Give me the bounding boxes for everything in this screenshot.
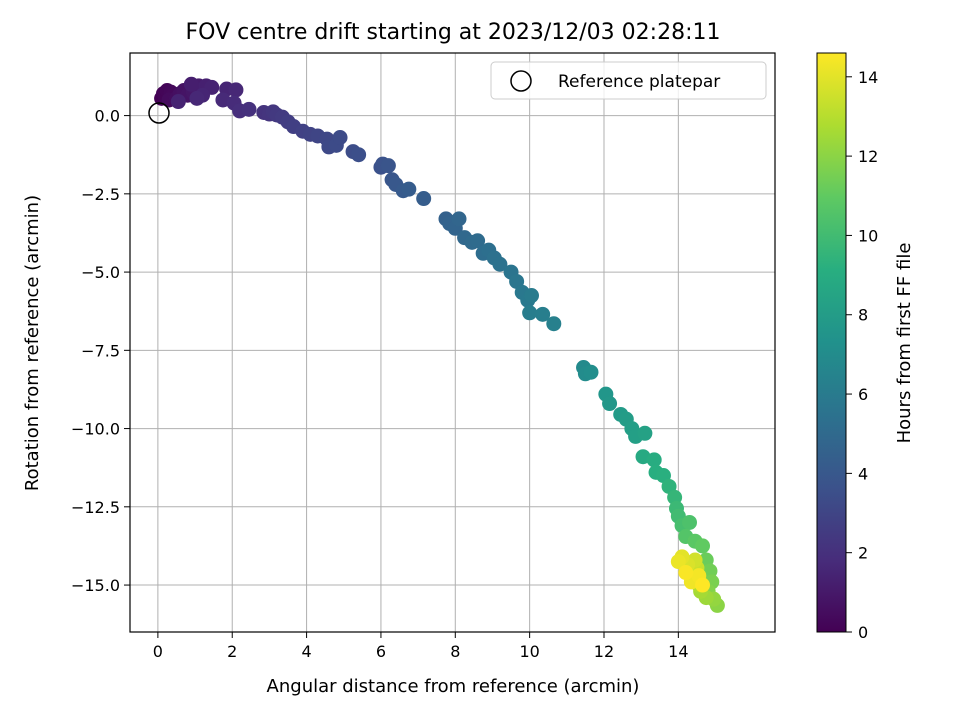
x-tick-label: 8 [450, 642, 460, 661]
data-point [351, 147, 367, 163]
colorbar: 0 2 4 6 8 10 12 14 Hours from first FF file [816, 52, 915, 642]
data-point [241, 101, 257, 117]
data-point [695, 538, 711, 554]
data-point [183, 76, 199, 92]
data-point [602, 396, 618, 412]
data-point [646, 452, 662, 468]
x-tick-label: 0 [153, 642, 163, 661]
data-point [189, 90, 205, 106]
colorbar-label: Hours from first FF file [894, 243, 915, 444]
y-tick-label: −12.5 [71, 498, 120, 517]
colorbar-tick-label: 8 [858, 306, 868, 325]
reference-marker [148, 102, 170, 124]
data-point [535, 306, 551, 322]
colorbar-tick-label: 0 [858, 623, 868, 642]
data-point [401, 181, 417, 197]
colorbar-ticks: 0 2 4 6 8 10 12 14 [846, 68, 878, 642]
y-tick-label: −5.0 [81, 263, 120, 282]
x-tick-label: 14 [668, 642, 688, 661]
y-tick-label: −7.5 [81, 341, 120, 360]
legend-box [490, 61, 767, 100]
y-tick-label: 0.0 [95, 107, 120, 126]
x-axis-label: Angular distance from reference (arcmin) [267, 676, 640, 697]
y-axis-ticks: 0.0 −2.5 −5.0 −7.5 −10.0 −12.5 −15.0 [71, 107, 130, 595]
colorbar-gradient [816, 52, 847, 633]
x-tick-label: 6 [376, 642, 386, 661]
data-point [522, 305, 538, 321]
data-point [492, 256, 508, 272]
data-point [637, 425, 653, 441]
y-axis-label: Rotation from reference (arcmin) [22, 195, 43, 491]
legend: Reference platepar [490, 61, 767, 100]
data-point [470, 233, 486, 249]
data-point [170, 94, 186, 110]
legend-label: Reference platepar [558, 72, 720, 92]
x-tick-label: 4 [301, 642, 311, 661]
colorbar-tick-label: 12 [858, 147, 878, 166]
x-tick-label: 10 [519, 642, 539, 661]
data-point [546, 316, 562, 332]
y-tick-label: −2.5 [81, 185, 120, 204]
colorbar-tick-label: 4 [858, 464, 868, 483]
grid-lines [130, 53, 775, 632]
data-point [380, 158, 396, 174]
legend-marker-icon [510, 70, 532, 92]
chart-title: FOV centre drift starting at 2023/12/03 … [186, 20, 721, 45]
x-tick-label: 12 [594, 642, 614, 661]
colorbar-tick-label: 10 [858, 226, 878, 245]
data-point [678, 565, 694, 581]
data-points [154, 76, 725, 613]
data-point [228, 82, 244, 98]
data-point [681, 514, 697, 530]
plot-frame [129, 52, 776, 633]
data-point [670, 554, 686, 570]
data-point [583, 364, 599, 380]
data-point [523, 288, 539, 304]
x-axis-ticks: 0 2 4 6 8 10 12 14 [153, 632, 689, 661]
data-point [695, 577, 711, 593]
data-point [451, 211, 467, 227]
y-tick-label: −15.0 [71, 576, 120, 595]
x-tick-label: 2 [227, 642, 237, 661]
colorbar-tick-label: 14 [858, 68, 878, 87]
colorbar-tick-label: 6 [858, 385, 868, 404]
colorbar-tick-label: 2 [858, 544, 868, 563]
data-point [332, 130, 348, 146]
y-tick-label: −10.0 [71, 420, 120, 439]
data-point [416, 191, 432, 207]
